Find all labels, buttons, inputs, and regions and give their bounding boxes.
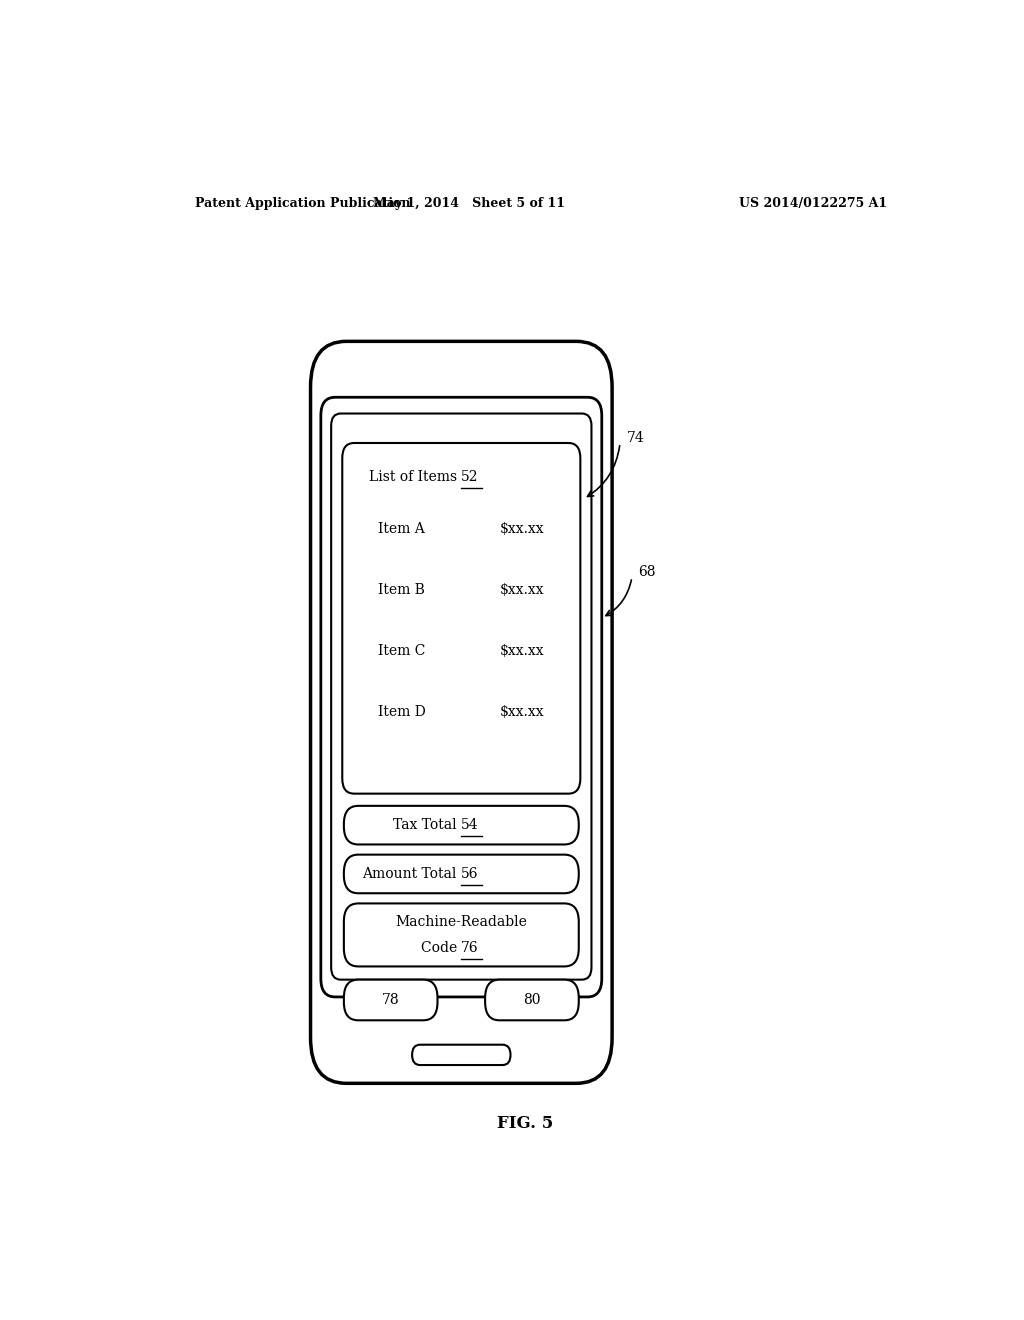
- FancyBboxPatch shape: [342, 444, 581, 793]
- Text: Patent Application Publication: Patent Application Publication: [196, 197, 411, 210]
- FancyBboxPatch shape: [412, 1044, 511, 1065]
- Text: US 2014/0122275 A1: US 2014/0122275 A1: [739, 197, 887, 210]
- FancyBboxPatch shape: [344, 903, 579, 966]
- FancyBboxPatch shape: [321, 397, 602, 997]
- Text: Code: Code: [421, 941, 462, 956]
- Text: 54: 54: [462, 818, 479, 832]
- Text: Item C: Item C: [378, 644, 425, 659]
- Text: 68: 68: [638, 565, 655, 579]
- Text: Item D: Item D: [378, 705, 426, 719]
- Text: Item B: Item B: [378, 583, 425, 598]
- FancyBboxPatch shape: [344, 854, 579, 894]
- Text: 80: 80: [523, 993, 541, 1007]
- Text: Item A: Item A: [378, 523, 425, 536]
- Text: Machine-Readable: Machine-Readable: [395, 915, 527, 929]
- Text: Amount Total: Amount Total: [362, 867, 462, 880]
- Text: FIG. 5: FIG. 5: [497, 1115, 553, 1133]
- Text: $xx.xx: $xx.xx: [500, 644, 545, 659]
- Text: 74: 74: [627, 430, 644, 445]
- Text: 52: 52: [462, 470, 479, 483]
- Text: 56: 56: [462, 867, 479, 880]
- Text: 78: 78: [382, 993, 399, 1007]
- Text: 76: 76: [462, 941, 479, 956]
- Text: $xx.xx: $xx.xx: [500, 705, 545, 719]
- Text: $xx.xx: $xx.xx: [500, 523, 545, 536]
- FancyBboxPatch shape: [344, 979, 437, 1020]
- Text: May 1, 2014   Sheet 5 of 11: May 1, 2014 Sheet 5 of 11: [373, 197, 565, 210]
- FancyBboxPatch shape: [485, 979, 579, 1020]
- Text: Tax Total: Tax Total: [393, 818, 462, 832]
- Text: $xx.xx: $xx.xx: [500, 583, 545, 598]
- FancyBboxPatch shape: [331, 413, 592, 979]
- FancyBboxPatch shape: [344, 805, 579, 845]
- FancyBboxPatch shape: [310, 342, 612, 1084]
- Text: List of Items: List of Items: [369, 470, 462, 483]
